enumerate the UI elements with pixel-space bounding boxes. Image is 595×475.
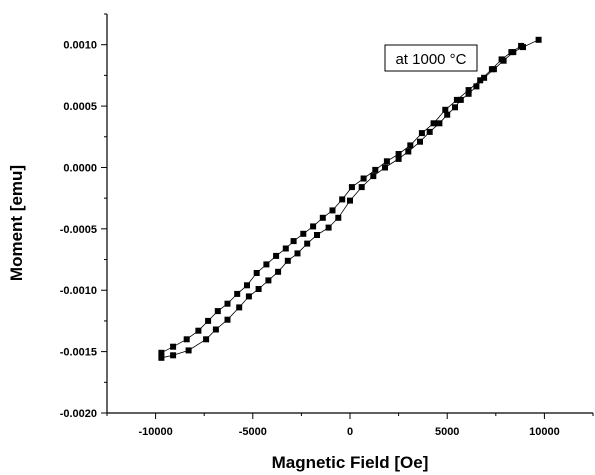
data-point <box>183 336 190 343</box>
annotation-text: at 1000 °C <box>395 51 466 68</box>
data-point <box>304 240 311 247</box>
x-tick-label: 0 <box>347 426 353 438</box>
data-point <box>477 77 484 84</box>
data-point <box>265 277 272 284</box>
data-point <box>214 308 221 315</box>
data-point <box>319 214 326 221</box>
data-point <box>370 173 377 180</box>
data-point <box>518 42 525 49</box>
data-point <box>255 286 262 292</box>
data-point <box>195 327 202 334</box>
data-point <box>185 347 192 354</box>
data-point <box>430 120 437 127</box>
x-tick-label: 10000 <box>529 426 560 438</box>
data-point <box>405 148 412 155</box>
data-point <box>535 36 542 43</box>
data-point <box>170 352 177 359</box>
annotation-box <box>384 44 478 72</box>
data-point <box>395 155 402 162</box>
data-point <box>382 164 388 171</box>
data-point <box>245 293 252 300</box>
data-point <box>360 175 367 182</box>
data-point <box>224 300 231 307</box>
data-point <box>329 207 336 214</box>
data-point <box>284 257 291 264</box>
data-point <box>244 282 250 289</box>
data-point <box>452 104 458 111</box>
x-tick-label: 5000 <box>435 426 459 438</box>
y-axis-label: Moment [emu] <box>7 165 26 281</box>
data-point <box>294 250 301 257</box>
data-point <box>436 120 443 127</box>
x-tick-label: -5000 <box>239 426 267 438</box>
data-point <box>310 223 317 230</box>
data-point <box>253 270 260 276</box>
data-point <box>358 184 365 191</box>
data-point <box>325 224 332 231</box>
x-tick-label: -10000 <box>138 426 172 438</box>
data-point <box>273 252 280 259</box>
data-point <box>212 326 219 333</box>
data-point <box>465 87 472 94</box>
y-tick-label: 0.0000 <box>63 162 97 174</box>
data-point <box>234 290 241 297</box>
data-point <box>203 336 210 343</box>
data-point <box>457 96 464 103</box>
y-tick-label: -0.0005 <box>60 224 97 236</box>
data-point <box>481 74 488 81</box>
data-point <box>300 230 307 237</box>
data-point <box>290 238 297 245</box>
x-ticks: -10000 -5000 0 5000 10000 <box>106 413 594 438</box>
data-point <box>498 56 505 63</box>
data-point <box>282 245 289 252</box>
data-point <box>488 66 495 73</box>
y-tick-label: -0.0020 <box>60 408 97 420</box>
data-point <box>224 316 231 323</box>
data-point <box>236 304 243 311</box>
y-tick-label: -0.0010 <box>60 285 97 297</box>
y-ticks: -0.0020 -0.0015 -0.0010 -0.0005 0.0000 0.0005… <box>60 13 107 420</box>
data-point <box>444 111 451 118</box>
data-point <box>465 90 472 97</box>
data-point <box>383 158 390 165</box>
data-point <box>339 196 346 203</box>
data-point <box>417 138 423 145</box>
x-axis-label: Magnetic Field [Oe] <box>272 453 429 472</box>
data-point <box>453 96 460 103</box>
data-point <box>170 343 177 350</box>
data-point <box>275 268 282 275</box>
data-point <box>158 349 165 356</box>
data-point <box>263 261 270 268</box>
data-point <box>372 166 379 173</box>
data-point <box>473 83 480 90</box>
y-tick-label: 0.0005 <box>63 101 97 113</box>
data-point <box>395 151 402 157</box>
annotation: at 1000 °C <box>384 44 478 72</box>
y-tick-label: -0.0015 <box>60 347 97 359</box>
data-point <box>158 354 165 361</box>
data-point <box>347 197 353 204</box>
data-point <box>508 49 515 56</box>
data-point <box>426 128 433 135</box>
data-point <box>205 317 212 324</box>
data-point <box>335 214 342 221</box>
data-points <box>158 36 542 361</box>
data-point <box>348 184 355 191</box>
data-point <box>418 130 425 137</box>
data-point <box>442 106 449 113</box>
y-tick-label: 0.0010 <box>63 40 97 52</box>
data-point <box>314 232 320 238</box>
data-point <box>407 142 414 149</box>
